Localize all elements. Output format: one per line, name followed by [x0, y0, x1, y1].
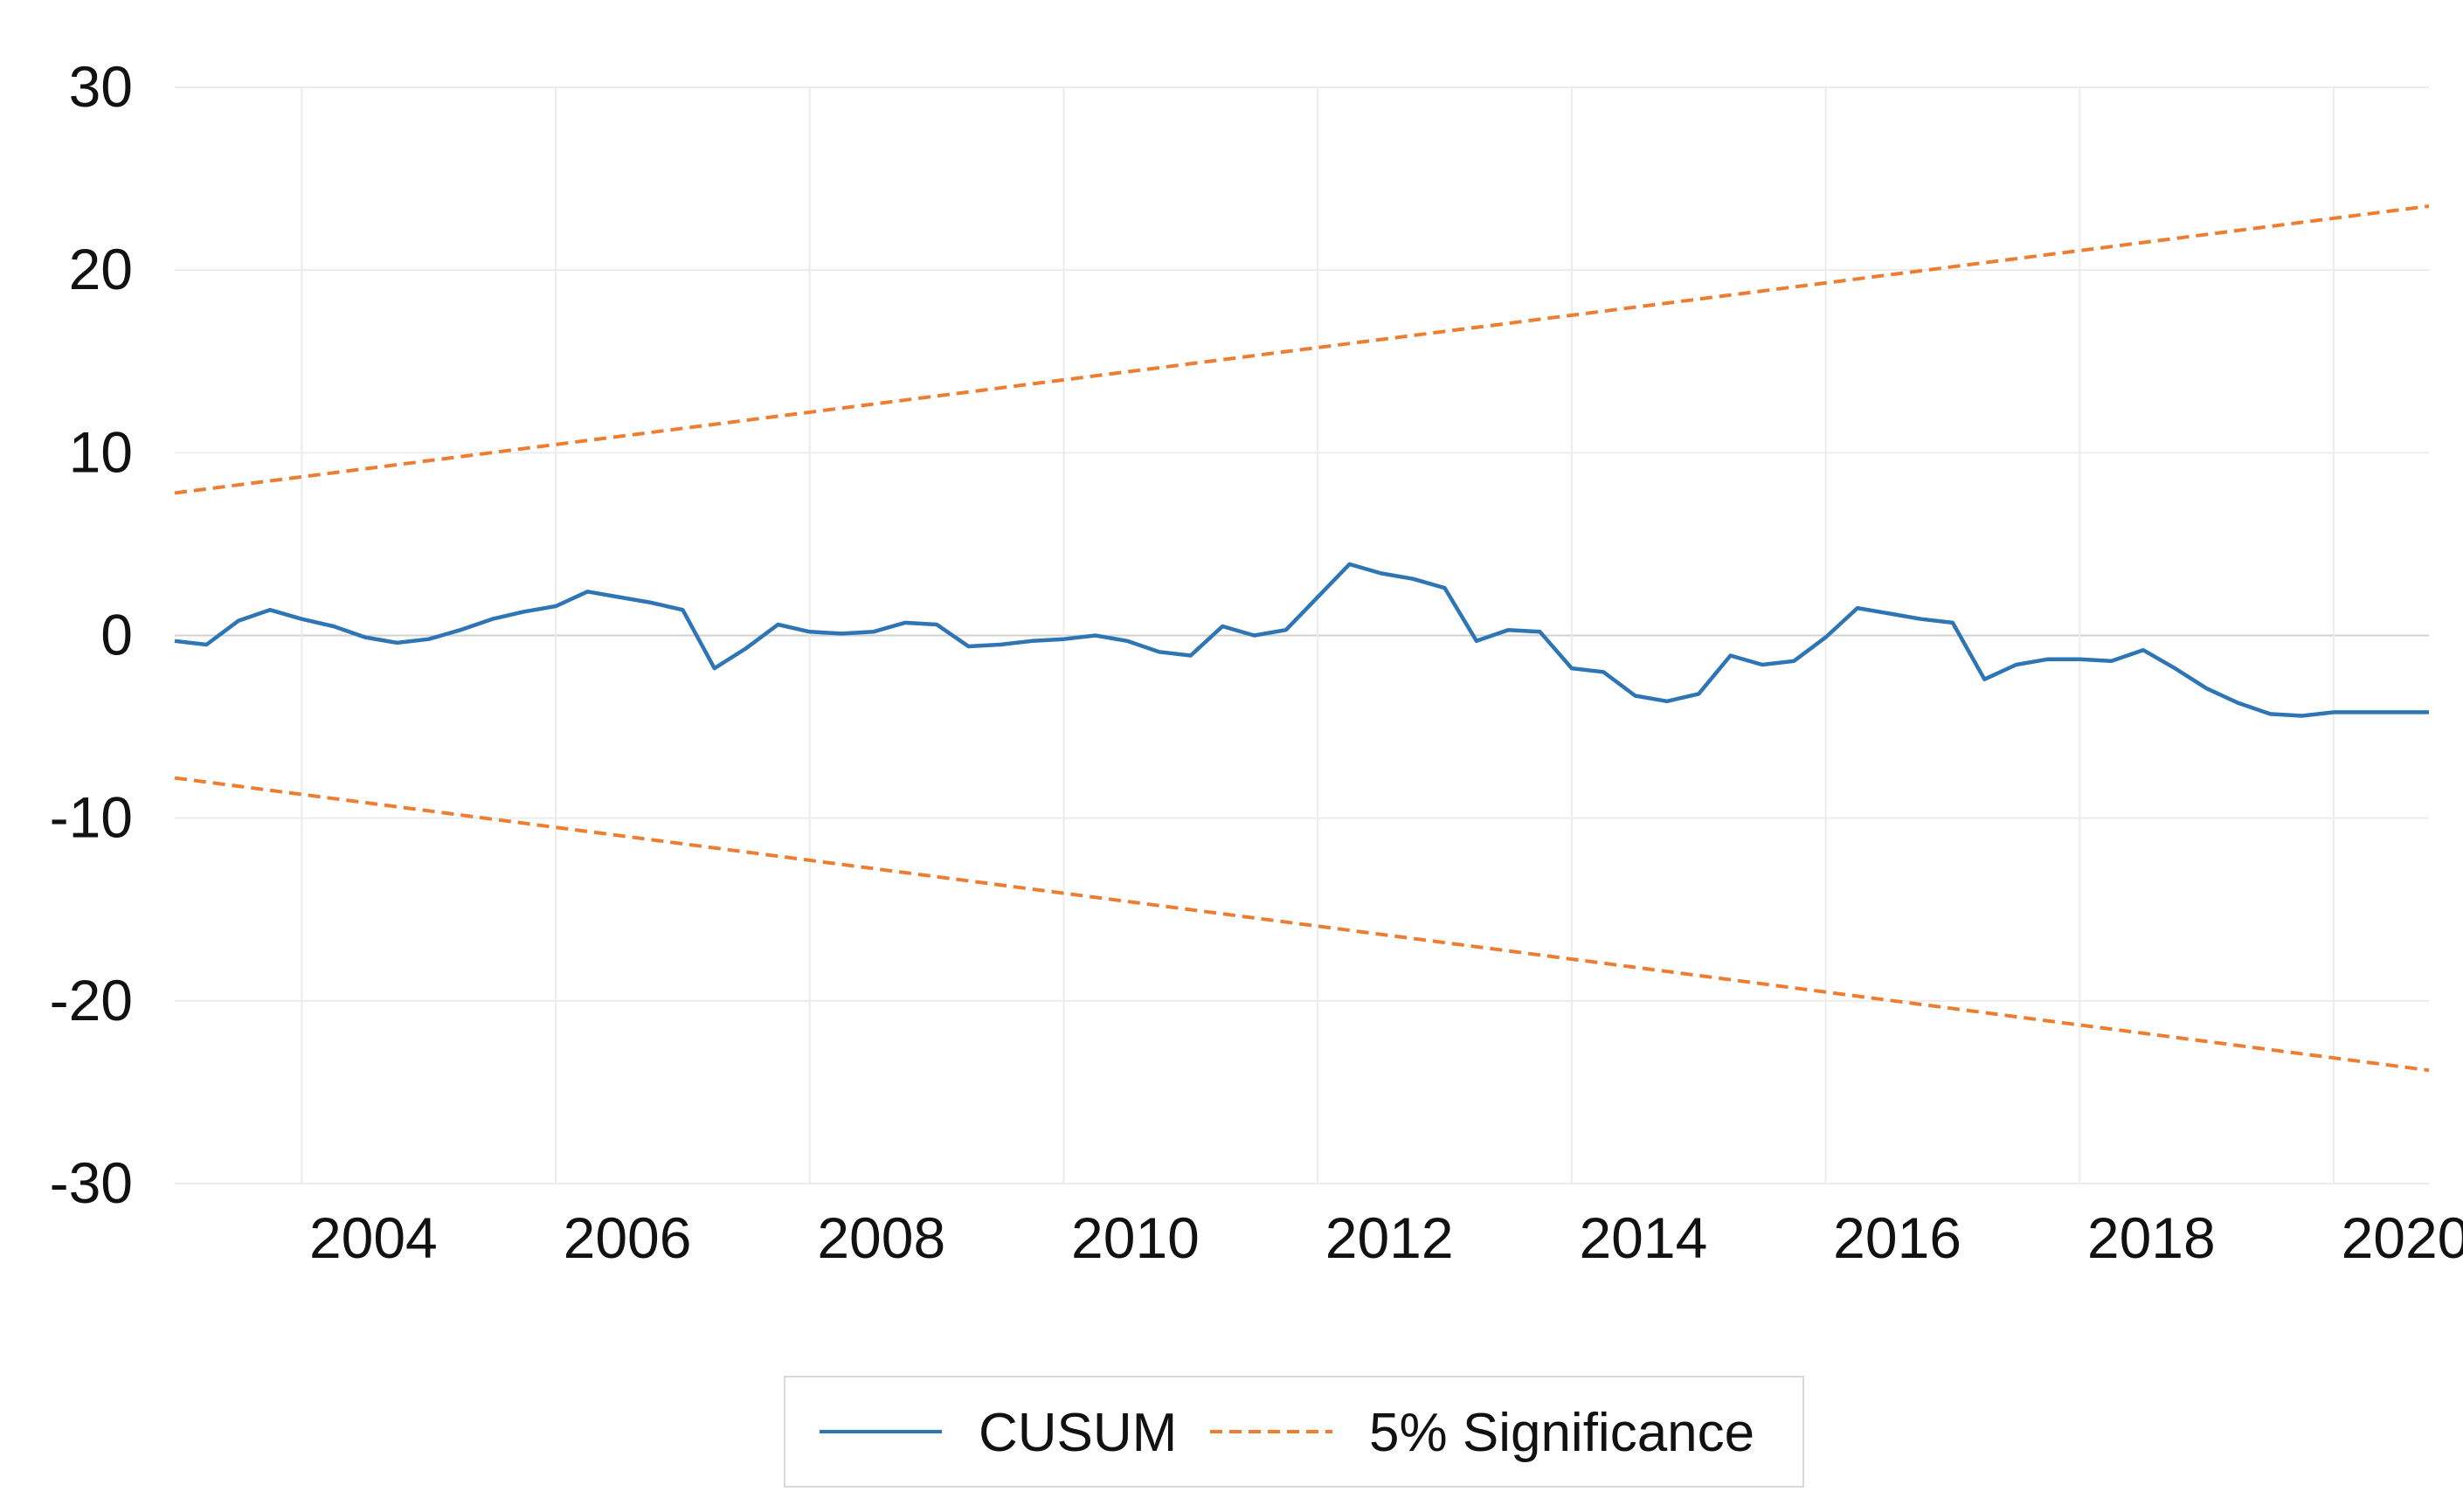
x-tick-label: 2006 [564, 1205, 692, 1270]
cusum-line [174, 562, 2429, 718]
gridlines [175, 86, 2429, 1184]
x-tick-label: 2010 [1071, 1205, 1200, 1270]
x-tick-label: 2016 [1833, 1205, 1961, 1270]
y-tick-label: 0 [100, 603, 133, 667]
y-tick-label: 30 [69, 54, 133, 119]
x-tick-label: 2012 [1325, 1205, 1454, 1270]
legend: CUSUM 5% Significance [784, 1376, 1804, 1488]
x-tick-label: 2020 [2342, 1205, 2463, 1270]
y-tick-label: -30 [50, 1150, 133, 1215]
significance-band-line [174, 204, 2430, 495]
y-tick-label: 10 [69, 419, 133, 484]
axes: -30 -20 -10 0 10 20 30 2004 2006 2008 2010 2012 2014… [50, 54, 2463, 1270]
y-tick-label: 20 [69, 237, 133, 301]
legend-label: CUSUM [979, 1403, 1177, 1463]
x-tick-label: 2008 [817, 1205, 945, 1270]
x-tick-label: 2004 [309, 1205, 438, 1270]
series-lines [174, 204, 2430, 1073]
y-tick-label: -10 [50, 785, 133, 850]
x-tick-label: 2014 [1579, 1205, 1707, 1270]
legend-label: 5% Significance [1369, 1403, 1754, 1463]
significance-band-line [174, 776, 2430, 1073]
x-tick-label: 2018 [2087, 1205, 2216, 1270]
y-tick-label: -20 [50, 968, 133, 1032]
